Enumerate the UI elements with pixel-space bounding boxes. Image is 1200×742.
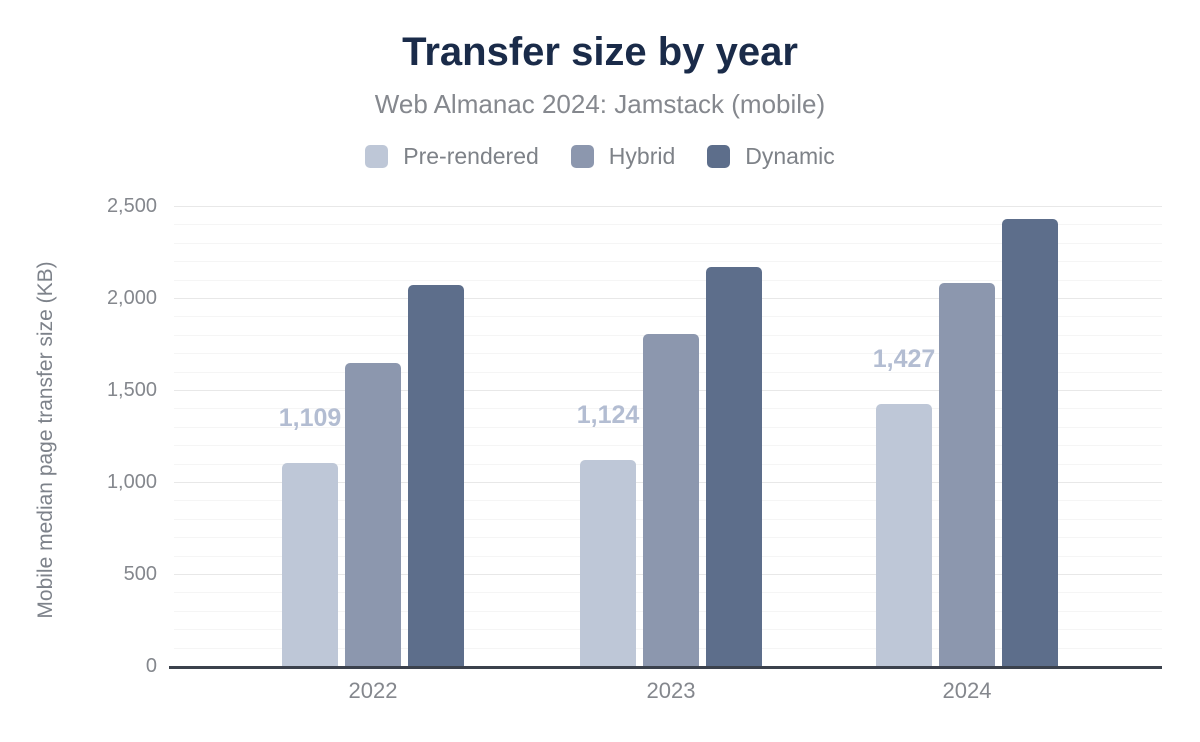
legend: Pre-rendered Hybrid Dynamic — [0, 141, 1200, 171]
bar-group-2024 — [876, 207, 1058, 667]
x-tick-label: 2023 — [646, 678, 696, 703]
data-label-pre-rendered-2022: 1,109 — [278, 404, 342, 432]
y-tick-label: 0 — [145, 655, 157, 677]
bar-hybrid-2024[interactable] — [939, 283, 995, 667]
major-gridline — [174, 206, 1162, 207]
minor-gridline — [174, 224, 1162, 226]
legend-label-hybrid: Hybrid — [608, 142, 676, 169]
chart-title: Transfer size by year — [402, 30, 798, 74]
legend-item-pre-rendered[interactable]: Pre-rendered — [365, 143, 539, 170]
bar-hybrid-2022[interactable] — [345, 363, 401, 667]
y-tick-label: 2,500 — [106, 195, 157, 217]
bar-group-2022 — [282, 207, 464, 667]
minor-gridline — [174, 261, 1162, 263]
x-tick-label: 2024 — [942, 678, 992, 703]
major-gridline — [174, 298, 1162, 299]
legend-item-dynamic[interactable]: Dynamic — [707, 142, 835, 170]
y-axis-title: Mobile median page transfer size (KB) — [34, 261, 57, 619]
y-tick-label: 500 — [123, 563, 157, 585]
y-tick-label: 2,000 — [106, 287, 157, 309]
bar-pre-rendered-2022[interactable] — [282, 463, 338, 667]
bar-pre-rendered-2024[interactable] — [876, 404, 932, 667]
y-tick-label: 1,500 — [106, 379, 157, 401]
x-axis-line — [169, 666, 1162, 669]
chart-subtitle: Web Almanac 2024: Jamstack (mobile) — [374, 89, 826, 119]
plot-area: 2022 1,109 2023 1,124 2024 1,427 — [169, 206, 1162, 703]
minor-gridline — [174, 316, 1162, 318]
bar-pre-rendered-2023[interactable] — [580, 460, 636, 667]
legend-label-dynamic: Dynamic — [745, 142, 835, 169]
legend-swatch-hybrid — [570, 144, 594, 168]
y-tick-label: 1,000 — [106, 471, 157, 493]
data-label-pre-rendered-2024: 1,427 — [872, 345, 936, 373]
legend-swatch-dynamic — [707, 144, 731, 168]
minor-gridline — [174, 242, 1162, 244]
minor-gridline — [174, 279, 1162, 281]
legend-label-pre-rendered: Pre-rendered — [403, 142, 539, 169]
bar-hybrid-2023[interactable] — [643, 334, 699, 667]
bar-group-2023 — [580, 207, 762, 667]
bar-dynamic-2022[interactable] — [408, 285, 464, 667]
bar-dynamic-2024[interactable] — [1002, 219, 1058, 667]
legend-item-hybrid[interactable]: Hybrid — [570, 142, 676, 170]
data-label-pre-rendered-2023: 1,124 — [576, 401, 640, 429]
legend-swatch-pre-rendered — [365, 144, 389, 168]
x-tick-label: 2022 — [348, 678, 398, 703]
bar-dynamic-2023[interactable] — [706, 267, 762, 667]
